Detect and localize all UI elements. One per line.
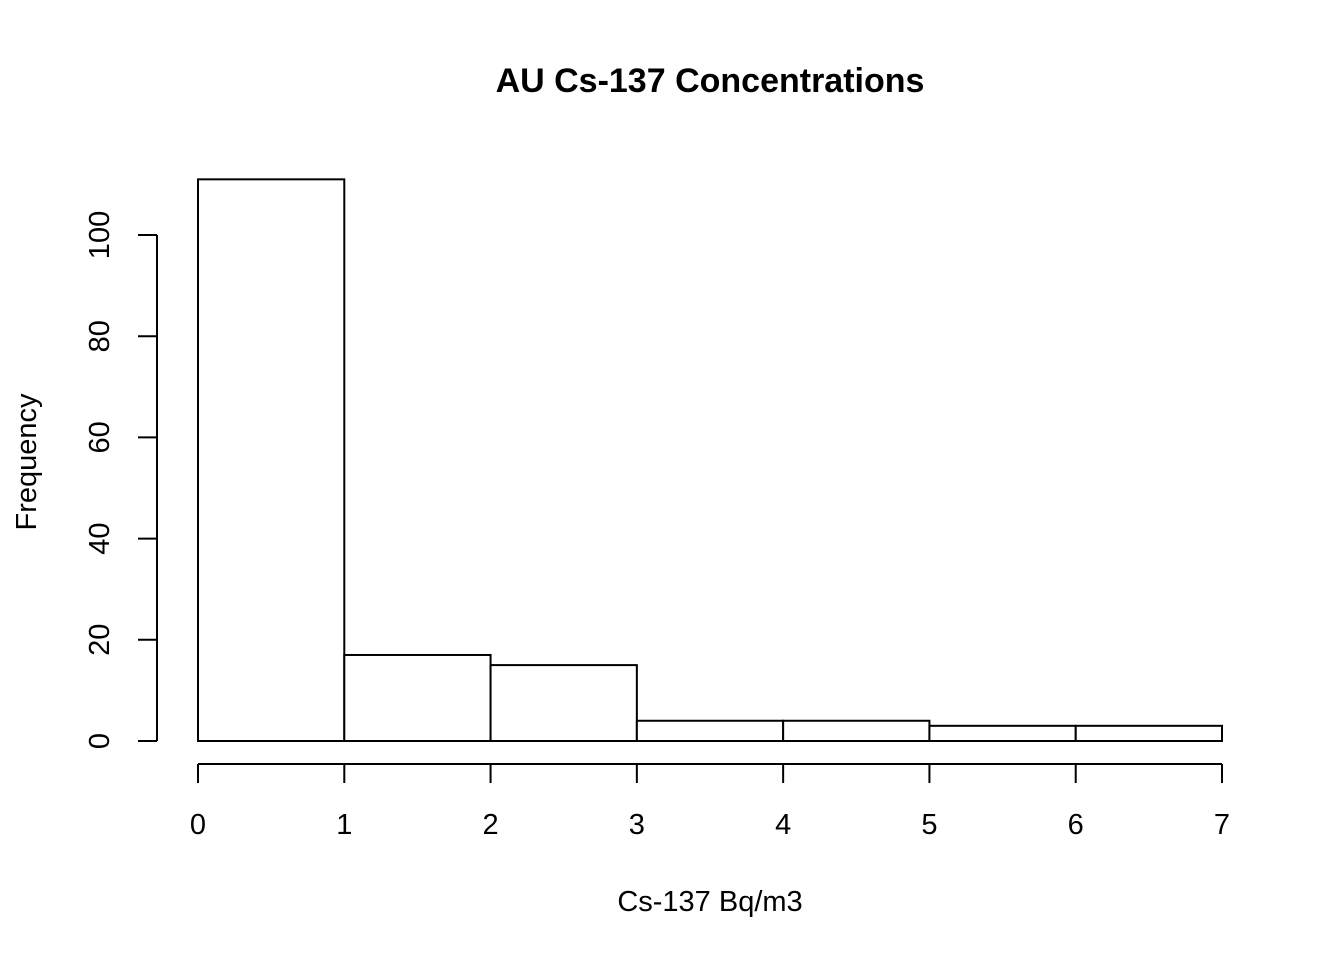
histogram-bar <box>197 178 346 742</box>
x-tick-label: 2 <box>483 809 499 841</box>
x-axis: 0 1 2 3 4 5 6 7 <box>190 763 1230 841</box>
y-axis: 0 20 40 60 80 100 <box>84 211 158 749</box>
histogram-bar <box>1074 724 1223 743</box>
histogram-bar <box>489 664 638 742</box>
y-tick-label: 60 <box>84 421 116 453</box>
x-tick-label: 7 <box>1214 809 1230 841</box>
y-tick-label: 40 <box>84 522 116 554</box>
x-axis-label: Cs-137 Bq/m3 <box>617 886 802 918</box>
chart-title: AU Cs-137 Concentrations <box>496 62 925 100</box>
x-tick-label: 4 <box>775 809 791 841</box>
x-tick-label: 6 <box>1068 809 1084 841</box>
y-tick-label: 80 <box>84 320 116 352</box>
histogram-bar <box>782 719 931 743</box>
x-tick-label: 5 <box>921 809 937 841</box>
x-tick-label: 0 <box>190 809 206 841</box>
y-axis-label: Frequency <box>11 393 43 531</box>
y-tick-label: 100 <box>84 211 116 259</box>
histogram-bar <box>343 653 492 742</box>
x-tick-label: 3 <box>629 809 645 841</box>
histogram-bar <box>928 724 1077 743</box>
y-tick-label: 20 <box>84 624 116 656</box>
x-tick-label: 1 <box>336 809 352 841</box>
y-tick-label: 0 <box>84 733 116 749</box>
bars-group <box>197 178 1223 743</box>
histogram-bar <box>635 719 785 743</box>
